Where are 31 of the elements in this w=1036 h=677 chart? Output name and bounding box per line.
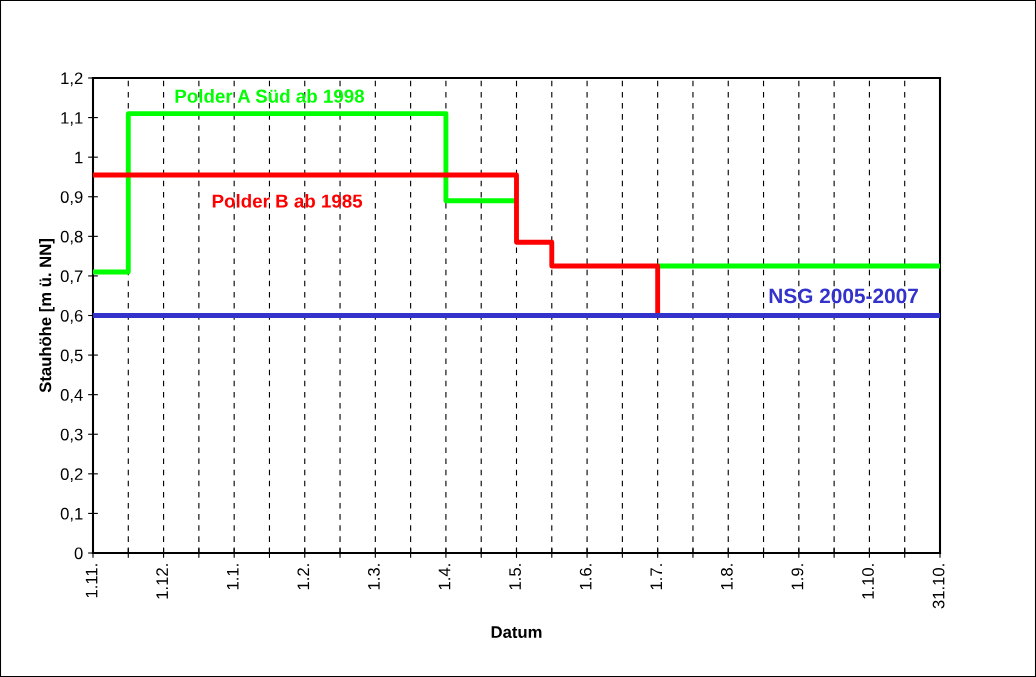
x-tick-label: 1.11. xyxy=(85,564,98,598)
x-tick-label: 1.7. xyxy=(650,564,662,590)
series-label: NSG 2005-2007 xyxy=(769,288,918,304)
y-tick-label: 0,3 xyxy=(60,428,83,443)
y-tick-label: 0,8 xyxy=(60,230,83,245)
x-tick-label: 31.10. xyxy=(932,564,945,609)
x-tick-label: 1.5. xyxy=(509,564,521,590)
series-label: Polder A Süd ab 1998 xyxy=(175,89,365,103)
y-axis-title: Stauhöhe [m ü. NN] xyxy=(39,239,55,393)
x-tick-label: 1.2. xyxy=(297,564,310,590)
x-tick-label: 1.12. xyxy=(156,564,168,599)
x-tick-label: 1.4. xyxy=(438,564,451,590)
y-tick-label: 0,9 xyxy=(60,191,83,205)
y-tick-label: 1,1 xyxy=(61,112,83,126)
y-tick-label: 0,5 xyxy=(60,349,83,364)
y-tick-label: 0,4 xyxy=(60,389,83,403)
y-tick-label: 0,1 xyxy=(60,507,83,522)
y-tick-label: 1,2 xyxy=(61,72,83,87)
y-tick-label: 0 xyxy=(74,547,83,560)
x-tick-label: 1.6. xyxy=(579,564,592,590)
x-tick-label: 1.3. xyxy=(368,564,380,590)
x-tick-label: 1.10. xyxy=(862,564,874,599)
series-label: Polder B ab 1985 xyxy=(212,193,363,208)
x-axis-title: Datum xyxy=(491,626,542,638)
x-tick-label: 1.9. xyxy=(791,564,804,590)
y-tick-label: 0,7 xyxy=(60,270,83,285)
x-tick-label: 1.8. xyxy=(720,564,733,590)
y-tick-label: 1 xyxy=(75,151,83,164)
y-tick-label: 0,2 xyxy=(60,468,83,483)
x-tick-label: 1.1. xyxy=(227,564,239,590)
y-tick-label: 0,6 xyxy=(60,309,83,324)
